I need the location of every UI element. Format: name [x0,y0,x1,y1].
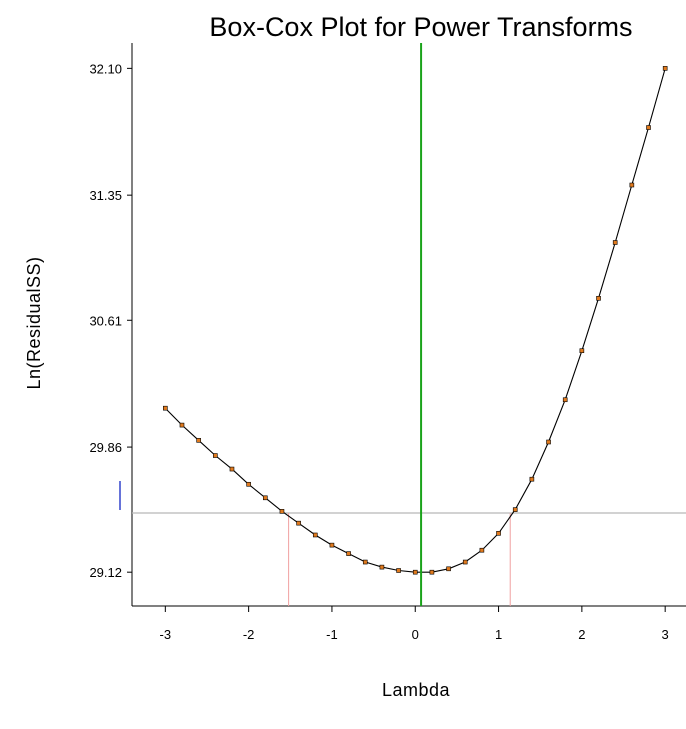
data-point [562,397,568,403]
x-tick-label: 2 [578,627,585,642]
data-point [329,542,335,548]
x-tick-label: -1 [326,627,338,642]
data-point [429,569,435,575]
data-point [579,348,585,354]
data-point [229,466,235,472]
data-point [296,520,301,526]
data-point [412,569,418,575]
data-point [279,509,285,514]
y-axis-label: Ln(ResidualSS) [24,256,44,389]
x-tick-label: 3 [662,627,669,642]
plot-area: 29.12 29.86 30.61 31.35 32.10 -3 -2 -1 0 1 2 3 [89,43,686,642]
y-tick-label: 29.86 [89,440,122,455]
x-tick-label: 1 [495,627,502,642]
data-point [312,532,318,538]
data-point [346,551,351,556]
x-axis-label: Lambda [382,680,451,700]
chart-title: Box-Cox Plot for Power Transforms [209,12,632,42]
data-point [213,453,218,458]
data-point [196,438,201,443]
x-tick-label: -2 [243,627,255,642]
y-tick-label: 29.12 [89,565,122,580]
x-tick-label: -3 [160,627,172,642]
data-point [379,564,385,570]
data-point [246,481,251,487]
data-point [462,559,468,565]
x-tick-label: 0 [412,627,419,642]
series-line [164,68,666,573]
data-point [596,295,601,301]
data-point [179,422,185,428]
data-point [163,405,168,411]
data-point [546,439,551,445]
data-point [646,125,651,130]
data-point [396,568,401,573]
y-tick-label: 30.61 [89,313,122,328]
data-point [446,566,451,572]
data-point [512,507,518,512]
data-point [362,559,368,565]
data-point [529,476,535,482]
data-point [496,531,501,536]
data-point [262,495,268,501]
data-point [629,182,635,188]
data-point [479,547,485,553]
y-tick-label: 32.10 [89,61,122,76]
y-tick-label: 31.35 [89,188,122,203]
data-point [662,66,668,71]
data-point [612,240,618,245]
